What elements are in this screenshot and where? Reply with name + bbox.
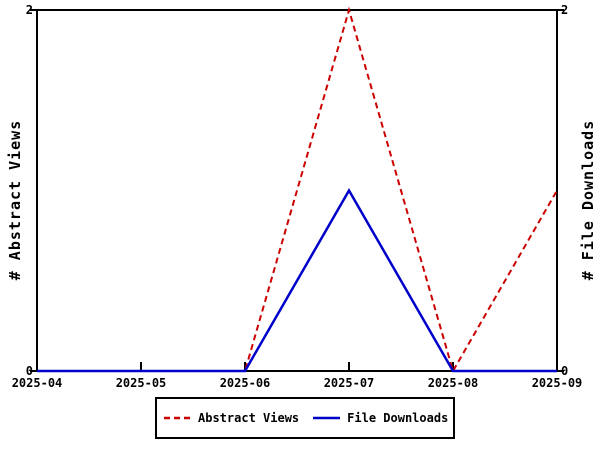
dashed-line-icon — [164, 416, 191, 420]
left-axis-tick-max: 2 — [25, 3, 33, 17]
legend-label: File Downloads — [347, 411, 449, 425]
plot-frame — [36, 9, 558, 372]
x-axis-tick-label: 2025-08 — [427, 376, 479, 390]
right-axis-tick-min: 0 — [561, 364, 569, 378]
x-axis-tick-label: 2025-04 — [11, 376, 63, 390]
right-axis-tick-max: 2 — [561, 3, 569, 17]
right-axis-title: # File Downloads — [579, 119, 597, 281]
legend-item-abstract-views: Abstract Views — [164, 411, 299, 425]
legend-label: Abstract Views — [198, 411, 300, 425]
legend-item-file-downloads: File Downloads — [313, 411, 448, 425]
series-line — [37, 187, 557, 373]
x-axis-tick-label: 2025-06 — [219, 376, 271, 390]
legend: Abstract Views File Downloads — [155, 397, 455, 439]
left-axis-title: # Abstract Views — [6, 119, 24, 281]
x-axis-tick-label: 2025-07 — [323, 376, 375, 390]
data-series — [37, 6, 558, 374]
series-line — [37, 6, 558, 374]
solid-line-icon — [313, 416, 341, 420]
x-axis-tick-label: 2025-05 — [115, 376, 167, 390]
x-axis-tick-label: 2025-09 — [531, 376, 583, 390]
left-axis-tick-min: 0 — [25, 364, 33, 378]
